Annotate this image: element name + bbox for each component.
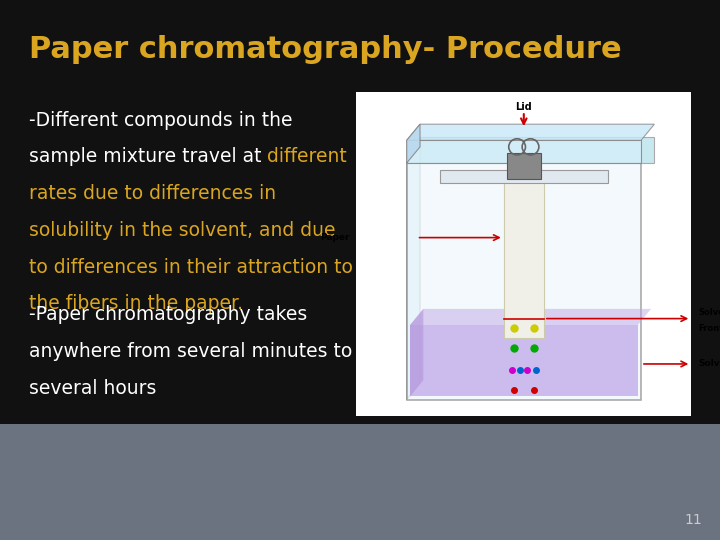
Bar	[440, 170, 608, 183]
Text: rates due to differences in: rates due to differences in	[29, 184, 276, 203]
Bar	[407, 163, 641, 400]
Text: Paper chromatography- Procedure: Paper chromatography- Procedure	[29, 35, 621, 64]
Bar	[507, 153, 541, 179]
Text: Lid: Lid	[516, 102, 532, 112]
Polygon shape	[407, 124, 420, 163]
Text: sample mixture travel at: sample mixture travel at	[29, 147, 267, 166]
Text: to differences in their attraction to: to differences in their attraction to	[29, 258, 353, 276]
Text: the fibers in the paper.: the fibers in the paper.	[29, 294, 243, 313]
Bar	[420, 137, 654, 163]
Text: Front: Front	[698, 324, 720, 333]
Polygon shape	[407, 147, 420, 400]
Bar	[407, 140, 641, 163]
Text: different: different	[267, 147, 347, 166]
Bar	[410, 325, 638, 396]
Text: Paper: Paper	[320, 233, 350, 242]
Text: Solvent: Solvent	[698, 308, 720, 316]
Polygon shape	[410, 309, 651, 325]
Bar	[504, 170, 544, 338]
Text: -Different compounds in the: -Different compounds in the	[29, 111, 292, 130]
Polygon shape	[407, 124, 654, 140]
Text: anywhere from several minutes to: anywhere from several minutes to	[29, 342, 352, 361]
Text: 11: 11	[684, 512, 702, 526]
Text: Solvent: Solvent	[698, 360, 720, 368]
Text: solubility in the solvent, and due: solubility in the solvent, and due	[29, 221, 336, 240]
Text: -Paper chromatography takes: -Paper chromatography takes	[29, 305, 307, 324]
Bar	[0, 424, 720, 540]
Polygon shape	[410, 309, 423, 396]
Text: several hours: several hours	[29, 379, 156, 397]
